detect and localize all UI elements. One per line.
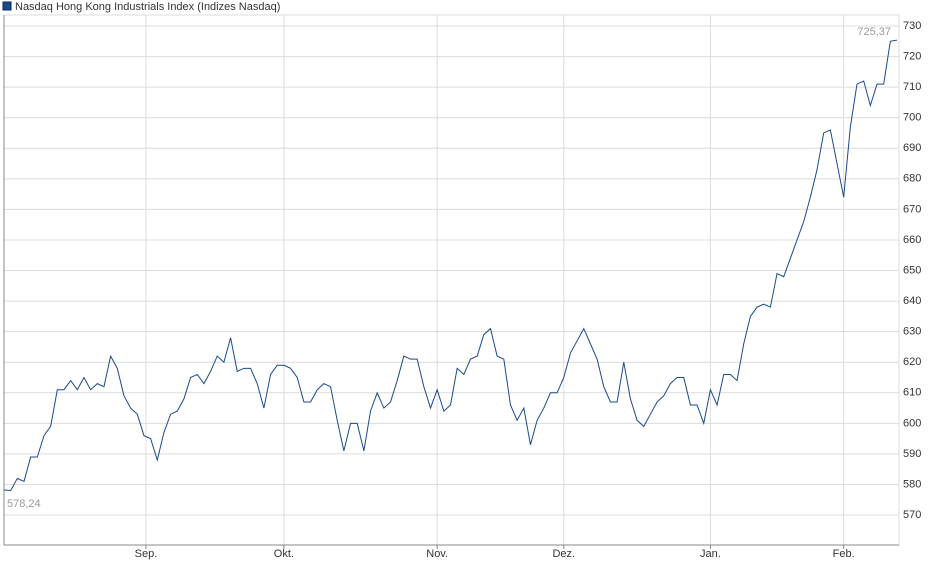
- y-tick-label: 650: [903, 264, 921, 276]
- y-tick-label: 570: [903, 509, 921, 521]
- y-tick-label: 590: [903, 448, 921, 460]
- x-tick-label: Jan.: [700, 548, 721, 560]
- y-tick-label: 640: [903, 295, 921, 307]
- y-tick-label: 610: [903, 387, 921, 399]
- x-tick-label: Dez.: [552, 548, 575, 560]
- last-value-label: 725,37: [857, 26, 891, 38]
- x-tick-label: Sep.: [135, 548, 158, 560]
- x-tick-label: Nov.: [426, 548, 448, 560]
- x-tick-label: Feb.: [833, 548, 855, 560]
- legend-swatch: [2, 1, 12, 11]
- y-tick-label: 670: [903, 203, 921, 215]
- y-tick-label: 700: [903, 112, 921, 124]
- x-tick-label: Okt.: [274, 548, 294, 560]
- y-tick-label: 630: [903, 326, 921, 338]
- legend-label: Nasdaq Hong Kong Industrials Index (Indi…: [15, 1, 280, 13]
- y-tick-label: 680: [903, 173, 921, 185]
- y-tick-label: 660: [903, 234, 921, 246]
- y-tick-label: 620: [903, 356, 921, 368]
- plot-frame: [3, 14, 900, 546]
- y-tick-label: 690: [903, 142, 921, 154]
- y-tick-label: 730: [903, 20, 921, 32]
- line-series: [3, 39, 898, 492]
- first-value-label: 578,24: [7, 498, 41, 510]
- y-tick-label: 720: [903, 50, 921, 62]
- y-tick-label: 600: [903, 417, 921, 429]
- y-tick-label: 710: [903, 81, 921, 93]
- y-tick-label: 580: [903, 478, 921, 490]
